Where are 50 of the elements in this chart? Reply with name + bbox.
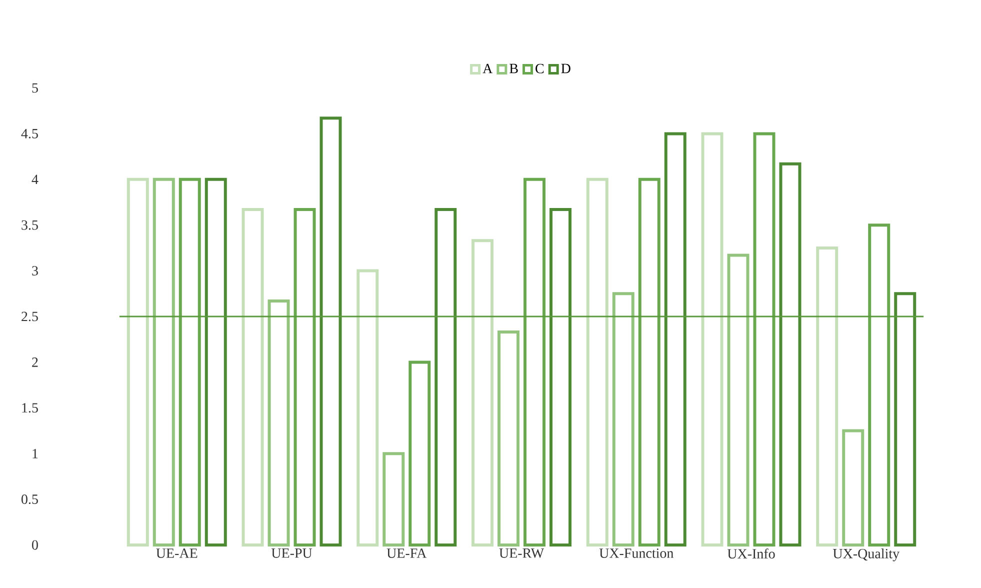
legend-label: C [536, 64, 544, 74]
y-tick-label: 3.5 [22, 220, 38, 230]
bar [382, 452, 405, 546]
bar [294, 208, 316, 546]
bar [701, 132, 724, 546]
y-tick-label: 4.5 [21, 128, 38, 138]
bar [612, 292, 634, 546]
bar [126, 178, 149, 546]
bar [434, 208, 457, 546]
bar [356, 269, 379, 546]
y-tick-label: 5 [32, 83, 38, 93]
y-tick-label: 1.5 [22, 403, 38, 413]
bar [868, 224, 890, 546]
y-tick-label: 4 [32, 174, 38, 184]
bar [242, 208, 264, 546]
bar [408, 360, 431, 546]
y-tick-label: 0 [32, 540, 38, 550]
legend-label: B [510, 64, 518, 74]
bar [550, 208, 572, 546]
y-tick-label: 0.5 [22, 494, 38, 504]
bar [320, 116, 342, 546]
bar [152, 178, 175, 546]
bar [524, 178, 546, 546]
bar [753, 132, 776, 546]
bar [204, 178, 227, 546]
x-tick-label: UE-PU [271, 548, 312, 558]
bar [779, 162, 802, 546]
bar [268, 299, 290, 546]
x-tick-label: UE-AE [156, 548, 198, 558]
x-tick-label: UX-Quality [832, 548, 900, 562]
y-tick-label: 2 [32, 358, 38, 367]
x-tick-label: UE-RW [499, 548, 544, 558]
legend-label: A [482, 64, 493, 74]
y-tick-label: 1 [32, 448, 38, 458]
bar [894, 292, 916, 546]
bar [664, 132, 686, 546]
bar [638, 178, 660, 546]
x-tick-label: UE-FA [386, 548, 427, 558]
bar [586, 178, 608, 546]
y-tick-label: 3 [32, 266, 38, 276]
x-tick-label: UX-Function [599, 548, 674, 558]
bar [816, 246, 838, 546]
bar [727, 254, 750, 546]
legend-label: D [561, 64, 570, 74]
bar [498, 330, 520, 546]
y-tick-label: 2.5 [22, 312, 38, 322]
bar [472, 239, 494, 546]
bar [178, 178, 201, 546]
bar [842, 429, 864, 546]
x-tick-label: UX-Info [727, 548, 775, 559]
